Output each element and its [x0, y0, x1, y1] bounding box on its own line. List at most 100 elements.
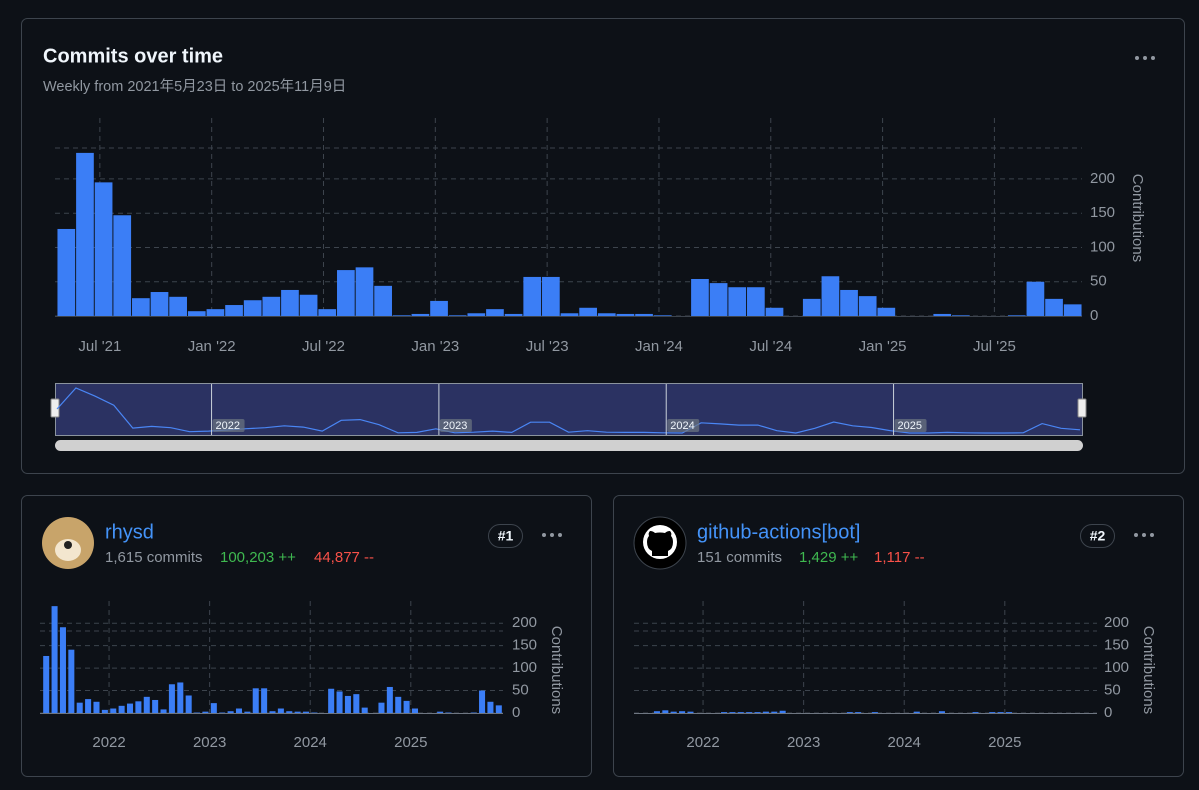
rank: #1 — [498, 528, 514, 544]
bar — [269, 711, 276, 713]
x-tick-label: 2024 — [294, 734, 327, 751]
menu-button[interactable] — [1135, 56, 1155, 60]
bar — [933, 313, 952, 316]
bar — [855, 712, 862, 713]
bar — [467, 313, 486, 316]
bar — [840, 289, 858, 316]
bar — [579, 307, 597, 316]
bar — [126, 703, 134, 713]
bar — [1063, 304, 1082, 316]
x-tick-label: Jul '24 — [749, 338, 792, 355]
bar — [430, 300, 448, 316]
bar — [737, 712, 744, 713]
bar — [989, 712, 996, 713]
bar — [765, 307, 784, 316]
bar — [277, 708, 284, 713]
navigator-label-bg — [439, 419, 472, 432]
bar — [858, 296, 877, 316]
navigator-label: 2024 — [670, 420, 694, 432]
bar — [411, 313, 430, 316]
contributor-name[interactable]: rhysd — [105, 521, 154, 543]
bar — [160, 709, 167, 713]
y-tick-label: 150 — [1104, 637, 1129, 654]
x-tick-label: Jul '25 — [973, 338, 1016, 355]
bar — [299, 294, 318, 316]
navigator-handle[interactable] — [1077, 398, 1087, 418]
x-tick-label: Jan '24 — [635, 338, 683, 355]
bar — [206, 309, 225, 316]
commit-count[interactable]: 151 commits — [697, 549, 782, 566]
bar — [1007, 315, 1026, 316]
navigator-handle[interactable] — [50, 398, 60, 418]
bar — [395, 696, 402, 713]
bar — [616, 313, 635, 316]
bar — [487, 701, 494, 713]
bar — [374, 285, 392, 316]
bar — [110, 708, 117, 713]
bar — [1026, 281, 1045, 316]
bar — [709, 283, 728, 316]
navigator-label: 2022 — [216, 420, 240, 432]
navigator-label: 2023 — [443, 420, 467, 432]
bar — [303, 711, 310, 713]
contributor-card — [21, 495, 592, 777]
bar — [113, 215, 132, 316]
bar — [913, 711, 920, 713]
y-tick-label: 100 — [1104, 659, 1129, 676]
bar — [143, 696, 150, 713]
y-tick-label: 100 — [512, 659, 537, 676]
x-tick-label: 2024 — [888, 734, 921, 751]
bar — [168, 684, 175, 713]
bar — [235, 708, 242, 713]
bar — [997, 712, 1004, 713]
navigator[interactable] — [55, 383, 1083, 436]
navigator-label-bg — [212, 419, 245, 432]
y-tick-label: 0 — [512, 704, 520, 721]
x-tick-label: 2023 — [193, 734, 226, 751]
panel-title: Commits over time — [43, 45, 223, 67]
bar — [687, 711, 694, 713]
bar — [495, 705, 502, 713]
bar — [938, 711, 945, 713]
bar — [85, 699, 92, 713]
bar — [344, 695, 351, 713]
scrollbar[interactable] — [55, 440, 1083, 451]
deletions: 1,117 -- — [874, 549, 925, 566]
bar — [68, 649, 75, 713]
menu-button[interactable] — [1134, 533, 1154, 537]
bar — [262, 296, 281, 316]
x-tick-label: 2025 — [988, 734, 1021, 751]
y-tick-label: 50 — [1104, 682, 1121, 699]
bar — [691, 278, 709, 316]
bar — [846, 712, 853, 713]
bar — [59, 627, 66, 713]
y-tick-label: 150 — [512, 637, 537, 654]
x-tick-label: Jul '21 — [78, 338, 121, 355]
bar — [43, 655, 50, 713]
bar — [243, 300, 262, 316]
bar — [662, 710, 669, 713]
x-tick-label: 2022 — [92, 734, 125, 751]
bar — [169, 296, 187, 316]
bar — [523, 276, 542, 316]
contributor-name[interactable]: github-actions[bot] — [697, 521, 860, 543]
x-tick-label: Jan '25 — [859, 338, 907, 355]
y-tick-label: 200 — [512, 614, 537, 631]
navigator-label-bg — [894, 419, 927, 432]
bar — [281, 289, 299, 316]
x-tick-label: Jan '23 — [411, 338, 459, 355]
commit-count[interactable]: 1,615 commits — [105, 549, 203, 566]
bar — [392, 315, 411, 316]
bar — [177, 682, 184, 713]
bar — [328, 688, 335, 713]
menu-button[interactable] — [542, 533, 562, 537]
bar — [504, 313, 523, 316]
bar — [386, 686, 393, 713]
bar — [94, 182, 113, 316]
bar — [542, 276, 560, 316]
bar — [448, 315, 467, 316]
bar — [101, 709, 108, 713]
rank-badge — [1080, 524, 1115, 548]
bar — [952, 315, 970, 316]
panel-subtitle: Weekly from 2021年5月23日 to 2025年11月9日 — [43, 78, 346, 95]
